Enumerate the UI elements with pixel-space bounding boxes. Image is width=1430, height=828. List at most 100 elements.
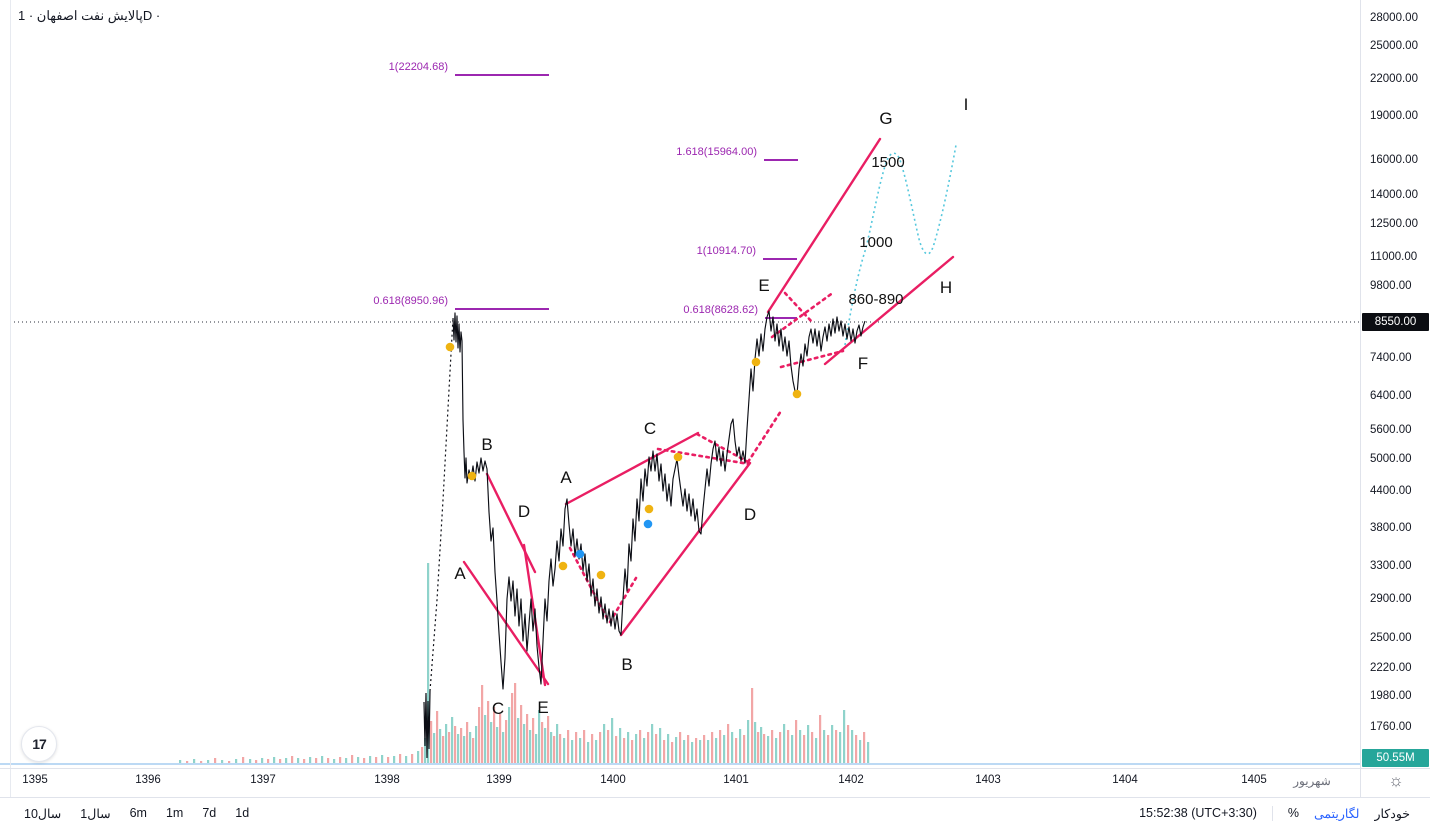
scale-controls: 15:52:38 (UTC+3:30) % لگاریتمی خودکار: [1139, 805, 1430, 821]
volume-bar: [767, 736, 770, 763]
percent-scale-button[interactable]: %: [1287, 806, 1299, 820]
volume-bar: [235, 759, 238, 763]
volume-bar: [687, 735, 690, 763]
volume-bar: [541, 722, 544, 763]
volume-bar: [553, 736, 556, 763]
volume-bar: [445, 724, 448, 763]
volume-bar: [556, 724, 559, 763]
volume-bar: [544, 728, 547, 763]
projection-curve[interactable]: [844, 144, 957, 346]
yellow-signal-dot: [467, 471, 477, 481]
clock-utc[interactable]: 15:52:38 (UTC+3:30): [1139, 806, 1257, 820]
trend-lines[interactable]: [462, 137, 955, 687]
gear-icon[interactable]: ☼: [1388, 771, 1404, 790]
tradingview-logo-icon[interactable]: 17: [21, 726, 57, 762]
volume-bar: [505, 720, 508, 763]
volume-bar: [731, 732, 734, 763]
volume-bar: [315, 758, 318, 763]
volume-bar: [442, 736, 445, 763]
price-axis-label: 16000.00: [1370, 154, 1418, 166]
blue-signal-dot: [643, 519, 653, 529]
volume-bar: [743, 735, 746, 763]
volume-bar: [575, 732, 578, 763]
volume-bar: [679, 732, 682, 763]
volume-bar: [815, 738, 818, 763]
price-main-path: [452, 310, 866, 690]
price-axis[interactable]: 8550.00 50.55M 28000.00 25000.00 22000.00 1…: [1361, 0, 1430, 768]
volume-bar: [451, 717, 454, 763]
volume-bar: [715, 738, 718, 763]
yellow-signal-dot: [673, 452, 683, 462]
volume-bar: [747, 720, 750, 763]
price-axis-label: 12500.00: [1370, 218, 1418, 230]
wave-label: I: [964, 95, 969, 114]
range-button-1m[interactable]: 1m: [165, 806, 184, 820]
dotted-trend-line: [695, 432, 750, 464]
price-rise-path: [429, 317, 454, 692]
log-scale-button[interactable]: لگاریتمی: [1314, 806, 1360, 821]
volume-bar: [807, 725, 810, 763]
volume-bar: [424, 738, 427, 763]
range-button-7d[interactable]: 7d: [202, 806, 217, 820]
price-axis-label: 4400.00: [1370, 485, 1412, 497]
trend-line: [766, 137, 882, 314]
price-axis-label: 1760.00: [1370, 721, 1412, 733]
volume-bar: [587, 742, 590, 763]
dotted-trend-line: [608, 576, 638, 624]
volume-bar: [863, 732, 866, 763]
volume-bar: [351, 755, 354, 763]
price-axis-label: 14000.00: [1370, 189, 1418, 201]
pane-left-border: [10, 0, 11, 797]
range-button-1y[interactable]: 1سال: [80, 806, 111, 821]
volume-bar: [448, 732, 451, 763]
auto-scale-button[interactable]: خودکار: [1374, 806, 1410, 821]
volume-bar: [411, 754, 414, 763]
price-axis-label: 3300.00: [1370, 560, 1412, 572]
volume-bar: [487, 701, 490, 763]
wave-label: G: [879, 109, 892, 128]
time-axis[interactable]: شهریور ☼ 1395 1396 1397 1398 1399 1400 1401 140…: [0, 769, 1404, 797]
range-button-10y[interactable]: 10سال: [24, 806, 62, 821]
price-axis-label: 2220.00: [1370, 662, 1412, 674]
volume-bar: [627, 732, 630, 763]
volume-bar: [691, 742, 694, 763]
volume-bar: [775, 738, 778, 763]
time-axis-label: 1404: [1112, 774, 1138, 786]
fib-label: 1(10914.70): [697, 245, 756, 257]
dotted-trend-line: [656, 447, 751, 466]
volume-bar: [803, 735, 806, 763]
last-price-badge: 8550.00: [1362, 313, 1429, 331]
fib-label: 1.618(15964.00): [676, 146, 757, 158]
wave-labels[interactable]: A B C D E A B C D E F G H I 1500 1000 860-890: [454, 95, 968, 718]
volume-bar: [291, 756, 294, 763]
volume-bar: [595, 740, 598, 763]
volume-bar: [655, 734, 658, 763]
range-button-1d[interactable]: 1d: [235, 806, 250, 820]
volume-bar: [381, 755, 384, 763]
symbol-title[interactable]: پالایش نفت اصفهان · 1D ·: [18, 8, 161, 23]
volume-bar: [795, 720, 798, 763]
volume-bar: [754, 722, 757, 763]
yellow-signal-dot: [751, 357, 761, 367]
volume-bar: [567, 730, 570, 763]
volume-bar: [760, 727, 763, 763]
volume-bar: [639, 730, 642, 763]
price-axis-label: 3800.00: [1370, 522, 1412, 534]
range-button-6m[interactable]: 6m: [129, 806, 147, 820]
volume-bar: [675, 737, 678, 763]
volume-bar: [559, 734, 562, 763]
time-axis-label: 1398: [374, 774, 400, 786]
volume-bar: [763, 734, 766, 763]
wave-label: B: [481, 435, 492, 454]
price-axis-label: 6400.00: [1370, 390, 1412, 402]
volume-bar: [375, 757, 378, 763]
dotted-trend-lines[interactable]: [568, 290, 845, 624]
volume-bar: [454, 726, 457, 763]
volume-bar: [221, 760, 224, 763]
volume-bar: [851, 730, 854, 763]
fibonacci-levels[interactable]: 1(22204.68) 1.618(15964.00) 1(10914.70) 0.6…: [373, 61, 798, 319]
volume-bar: [484, 715, 487, 763]
time-axis-label: 1395: [22, 774, 48, 786]
volume-bar: [635, 734, 638, 763]
